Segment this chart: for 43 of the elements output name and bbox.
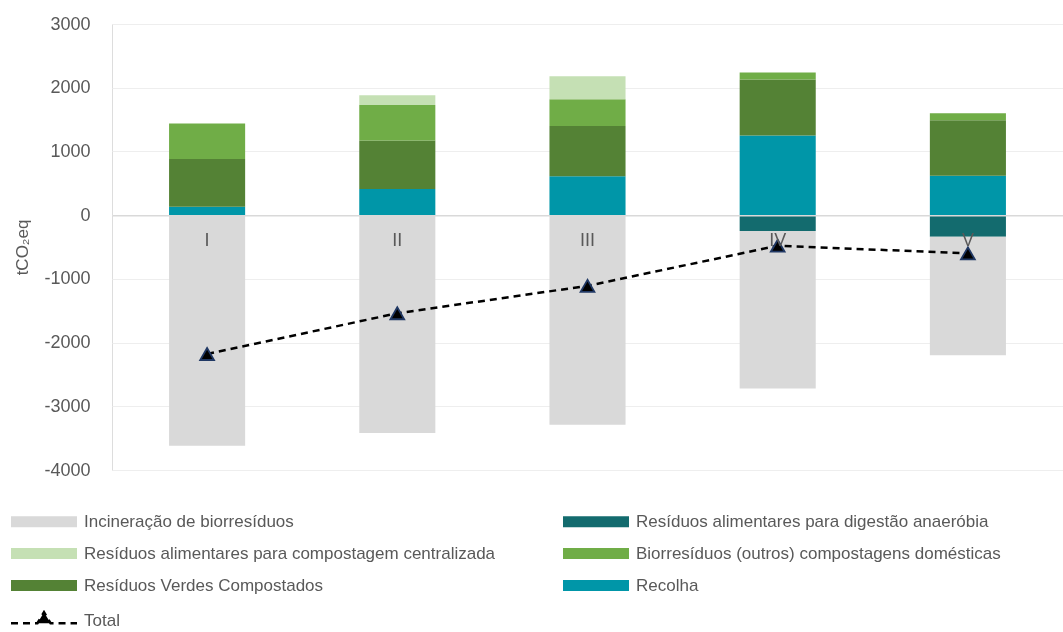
point bbox=[199, 347, 215, 361]
y-tick-label: 3000 bbox=[50, 13, 91, 34]
bar bbox=[359, 104, 436, 141]
x-tick-label: I bbox=[204, 229, 210, 250]
bar bbox=[549, 125, 626, 177]
bar bbox=[739, 79, 816, 136]
x-tick-label: II bbox=[392, 229, 403, 250]
bar bbox=[359, 95, 436, 105]
point bbox=[960, 246, 976, 261]
bar bbox=[739, 72, 816, 80]
bar bbox=[359, 189, 436, 216]
bar bbox=[359, 140, 436, 190]
bar bbox=[739, 231, 816, 389]
bar bbox=[549, 99, 626, 126]
bar bbox=[169, 159, 246, 207]
bar bbox=[549, 76, 626, 100]
bar bbox=[739, 215, 816, 232]
bar bbox=[169, 123, 246, 160]
x-tick-label: IV bbox=[769, 229, 787, 250]
x-tick-label: III bbox=[579, 229, 596, 250]
y-tick-label: -3000 bbox=[44, 395, 91, 416]
bar bbox=[929, 113, 1006, 121]
point bbox=[579, 279, 596, 293]
legend-label: Resíduos Verdes Compostados bbox=[84, 575, 324, 595]
legend-label: Resíduos alimentares para digestão anaeróbia bbox=[636, 511, 990, 531]
legend-label: Resíduos alimentares para compostagem centralizada bbox=[84, 543, 496, 563]
bar bbox=[929, 175, 1006, 216]
y-tick-label: 1000 bbox=[50, 140, 91, 161]
y-tick-label: -1000 bbox=[44, 268, 91, 289]
legend-label: Total bbox=[84, 610, 120, 630]
y-axis-title: tCO₂eq bbox=[13, 219, 33, 276]
legend-label: Biorresíduos (outros) compostagens domésticas bbox=[636, 543, 1001, 563]
y-tick-label: -2000 bbox=[44, 332, 91, 353]
y-tick-label: 2000 bbox=[50, 77, 91, 98]
y-tick-label: -4000 bbox=[44, 459, 91, 480]
bar bbox=[739, 135, 816, 216]
y-tick-label: 0 bbox=[80, 204, 91, 225]
bar bbox=[549, 176, 626, 216]
bar bbox=[929, 120, 1006, 176]
bar bbox=[169, 206, 246, 216]
legend-label: Recolha bbox=[636, 575, 699, 595]
point bbox=[389, 306, 406, 321]
legend-label: Incineração de biorresíduos bbox=[84, 511, 294, 531]
